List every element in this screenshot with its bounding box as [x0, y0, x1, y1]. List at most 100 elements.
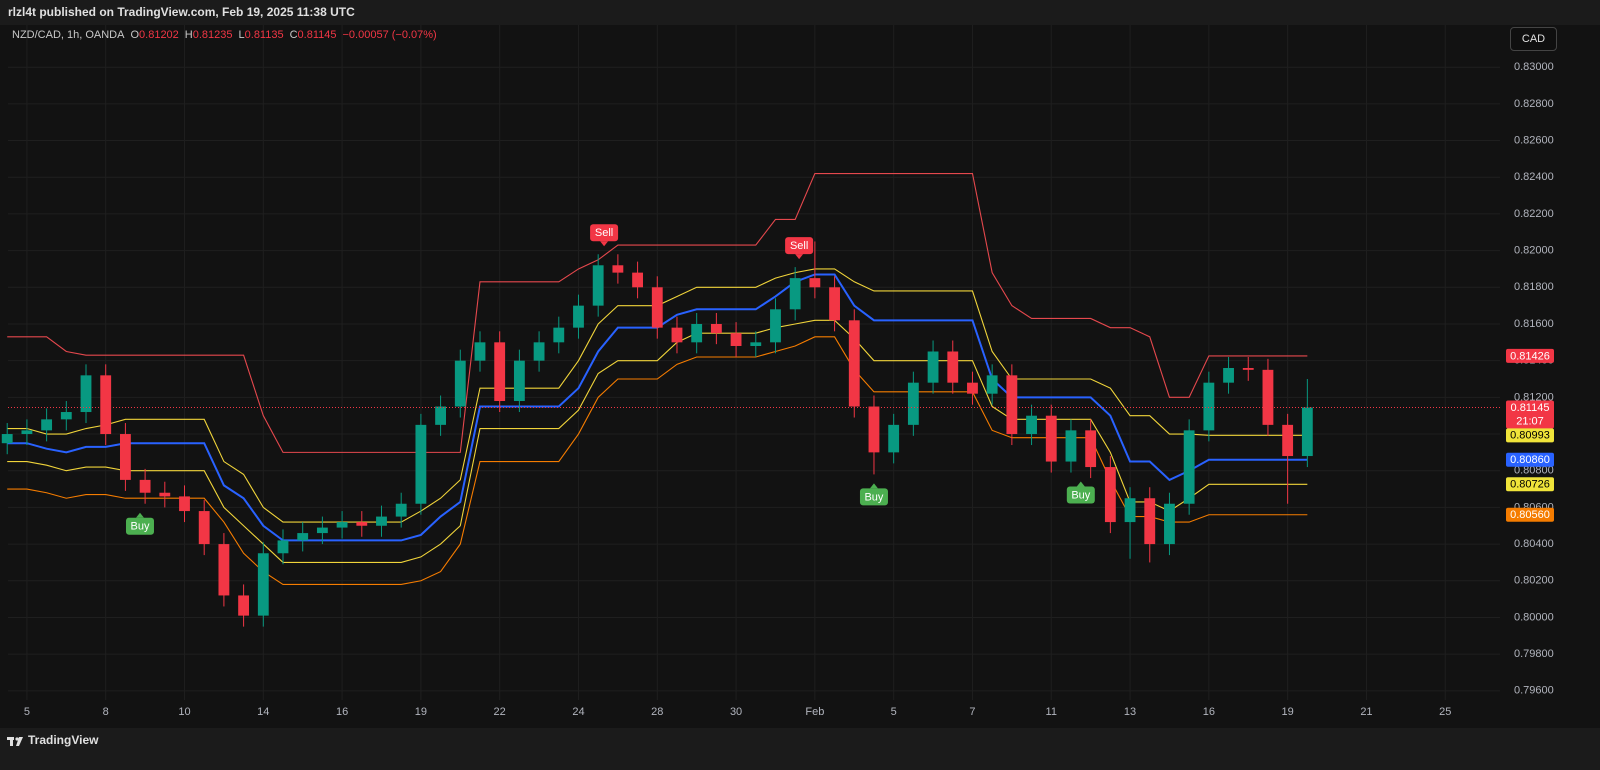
y-tick-label: 0.83000	[1514, 61, 1554, 73]
signal: Buy	[859, 483, 888, 506]
candle-body	[395, 503, 407, 517]
signal-label: Buy	[130, 521, 149, 533]
candle-body	[1144, 498, 1156, 545]
x-tick-label: 25	[1439, 706, 1451, 718]
x-tick-label: 10	[178, 706, 190, 718]
candle-body	[415, 424, 427, 504]
candle-body	[651, 287, 663, 328]
publish-bar: rlzl4t published on TradingView.com, Feb…	[0, 0, 1600, 25]
ohlc-value: 0.81135	[244, 29, 284, 41]
candle-body	[888, 424, 900, 453]
candle-body	[947, 351, 959, 383]
price-tag	[1506, 348, 1554, 363]
candle-body	[297, 533, 309, 541]
candle-body	[671, 327, 683, 343]
candle-body	[927, 351, 939, 383]
signal-pointer	[135, 512, 144, 518]
signal-badge	[859, 488, 888, 506]
candle-body	[159, 492, 171, 497]
y-tick-label: 0.81600	[1514, 318, 1554, 330]
candle-body	[336, 522, 348, 528]
candle-body	[474, 342, 486, 361]
candle-body	[238, 595, 250, 616]
ohlc-value: 0.81235	[192, 29, 233, 41]
x-tick-label: 13	[1124, 706, 1136, 718]
countdown: 21:07	[1516, 415, 1544, 427]
candle-body	[1262, 369, 1274, 425]
x-tick-label: 7	[969, 706, 975, 718]
y-tick-label: 0.79800	[1514, 648, 1554, 660]
candle-body	[907, 382, 919, 425]
x-tick-label: 28	[651, 706, 663, 718]
x-tick-label: 19	[1282, 706, 1294, 718]
candle-body	[139, 479, 151, 493]
x-tick-label: 30	[730, 706, 742, 718]
signal-badge	[125, 517, 154, 535]
candle-body	[435, 406, 447, 425]
y-tick-label: 0.80000	[1514, 611, 1554, 623]
x-tick-label: 11	[1046, 706, 1057, 718]
candle-body	[592, 265, 604, 306]
ohlc-key: C	[289, 29, 298, 41]
signal-badge	[590, 224, 619, 242]
candle-body	[967, 382, 978, 394]
x-tick-label: 5	[24, 706, 30, 718]
candle-body	[1085, 430, 1097, 468]
price-tag	[1506, 507, 1554, 522]
candle-body	[1164, 503, 1175, 545]
ohlc-legend: NZD/CAD, 1h, OANDA O0.81202 H0.81235 L0.811…	[12, 29, 437, 41]
candle-body	[1301, 407, 1313, 457]
candle-body	[316, 527, 328, 534]
candle-body	[1104, 467, 1116, 523]
currency-button[interactable]: CAD	[1510, 27, 1557, 51]
x-tick-label: 24	[572, 706, 584, 718]
candle-body	[1183, 430, 1195, 504]
candle-body	[1045, 415, 1057, 462]
candle-body	[750, 342, 762, 346]
price-tag-label: 0.80860	[1510, 454, 1550, 466]
candle-body	[218, 544, 230, 596]
candle-body	[119, 434, 131, 480]
signal-label: Sell	[595, 227, 613, 239]
signal-badge	[785, 237, 814, 255]
price-tag-label: 0.80560	[1510, 509, 1550, 521]
x-tick-label: 19	[415, 706, 427, 718]
candle-body	[198, 511, 210, 545]
brand-name: TradingView	[28, 733, 99, 747]
y-tick-label: 0.82600	[1514, 134, 1554, 146]
signal-pointer	[600, 241, 609, 247]
price-tag-label: 0.80993	[1510, 430, 1550, 442]
x-tick-label: 8	[103, 706, 109, 718]
y-tick-label: 0.79600	[1514, 685, 1554, 697]
signal: Buy	[125, 512, 154, 535]
candle-body	[257, 553, 269, 616]
publish-text: rlzl4t published on TradingView.com, Feb…	[8, 5, 355, 19]
candle-body	[1203, 382, 1215, 431]
candle-body	[612, 265, 624, 273]
band-line	[7, 173, 1308, 453]
chart-background	[0, 25, 1600, 728]
ohlc-key: L	[238, 29, 245, 41]
symbol: NZD/CAD, 1h, OANDA	[12, 29, 125, 41]
x-tick-label: 16	[1203, 706, 1215, 718]
price-tag-label: 0.81426	[1510, 350, 1550, 362]
candle-body	[986, 375, 998, 394]
signal-pointer	[869, 483, 878, 489]
ohlc-value: 0.81145	[297, 29, 337, 41]
candle-body	[1, 434, 13, 444]
y-tick-label: 0.81200	[1514, 391, 1554, 403]
candle-body	[848, 320, 860, 407]
candle-body	[454, 360, 466, 407]
signal-pointer	[1076, 481, 1085, 487]
candle-body	[710, 323, 722, 334]
candle-body	[1242, 368, 1254, 370]
candle-body	[1282, 424, 1294, 457]
candle-body	[809, 278, 821, 288]
candle-body	[691, 323, 703, 343]
candle-body	[1065, 430, 1077, 462]
brand-logo	[7, 737, 23, 746]
candle-body	[829, 287, 840, 321]
y-tick-label: 0.80200	[1514, 575, 1554, 587]
price-tag	[1506, 400, 1554, 429]
candle-body	[573, 305, 584, 328]
